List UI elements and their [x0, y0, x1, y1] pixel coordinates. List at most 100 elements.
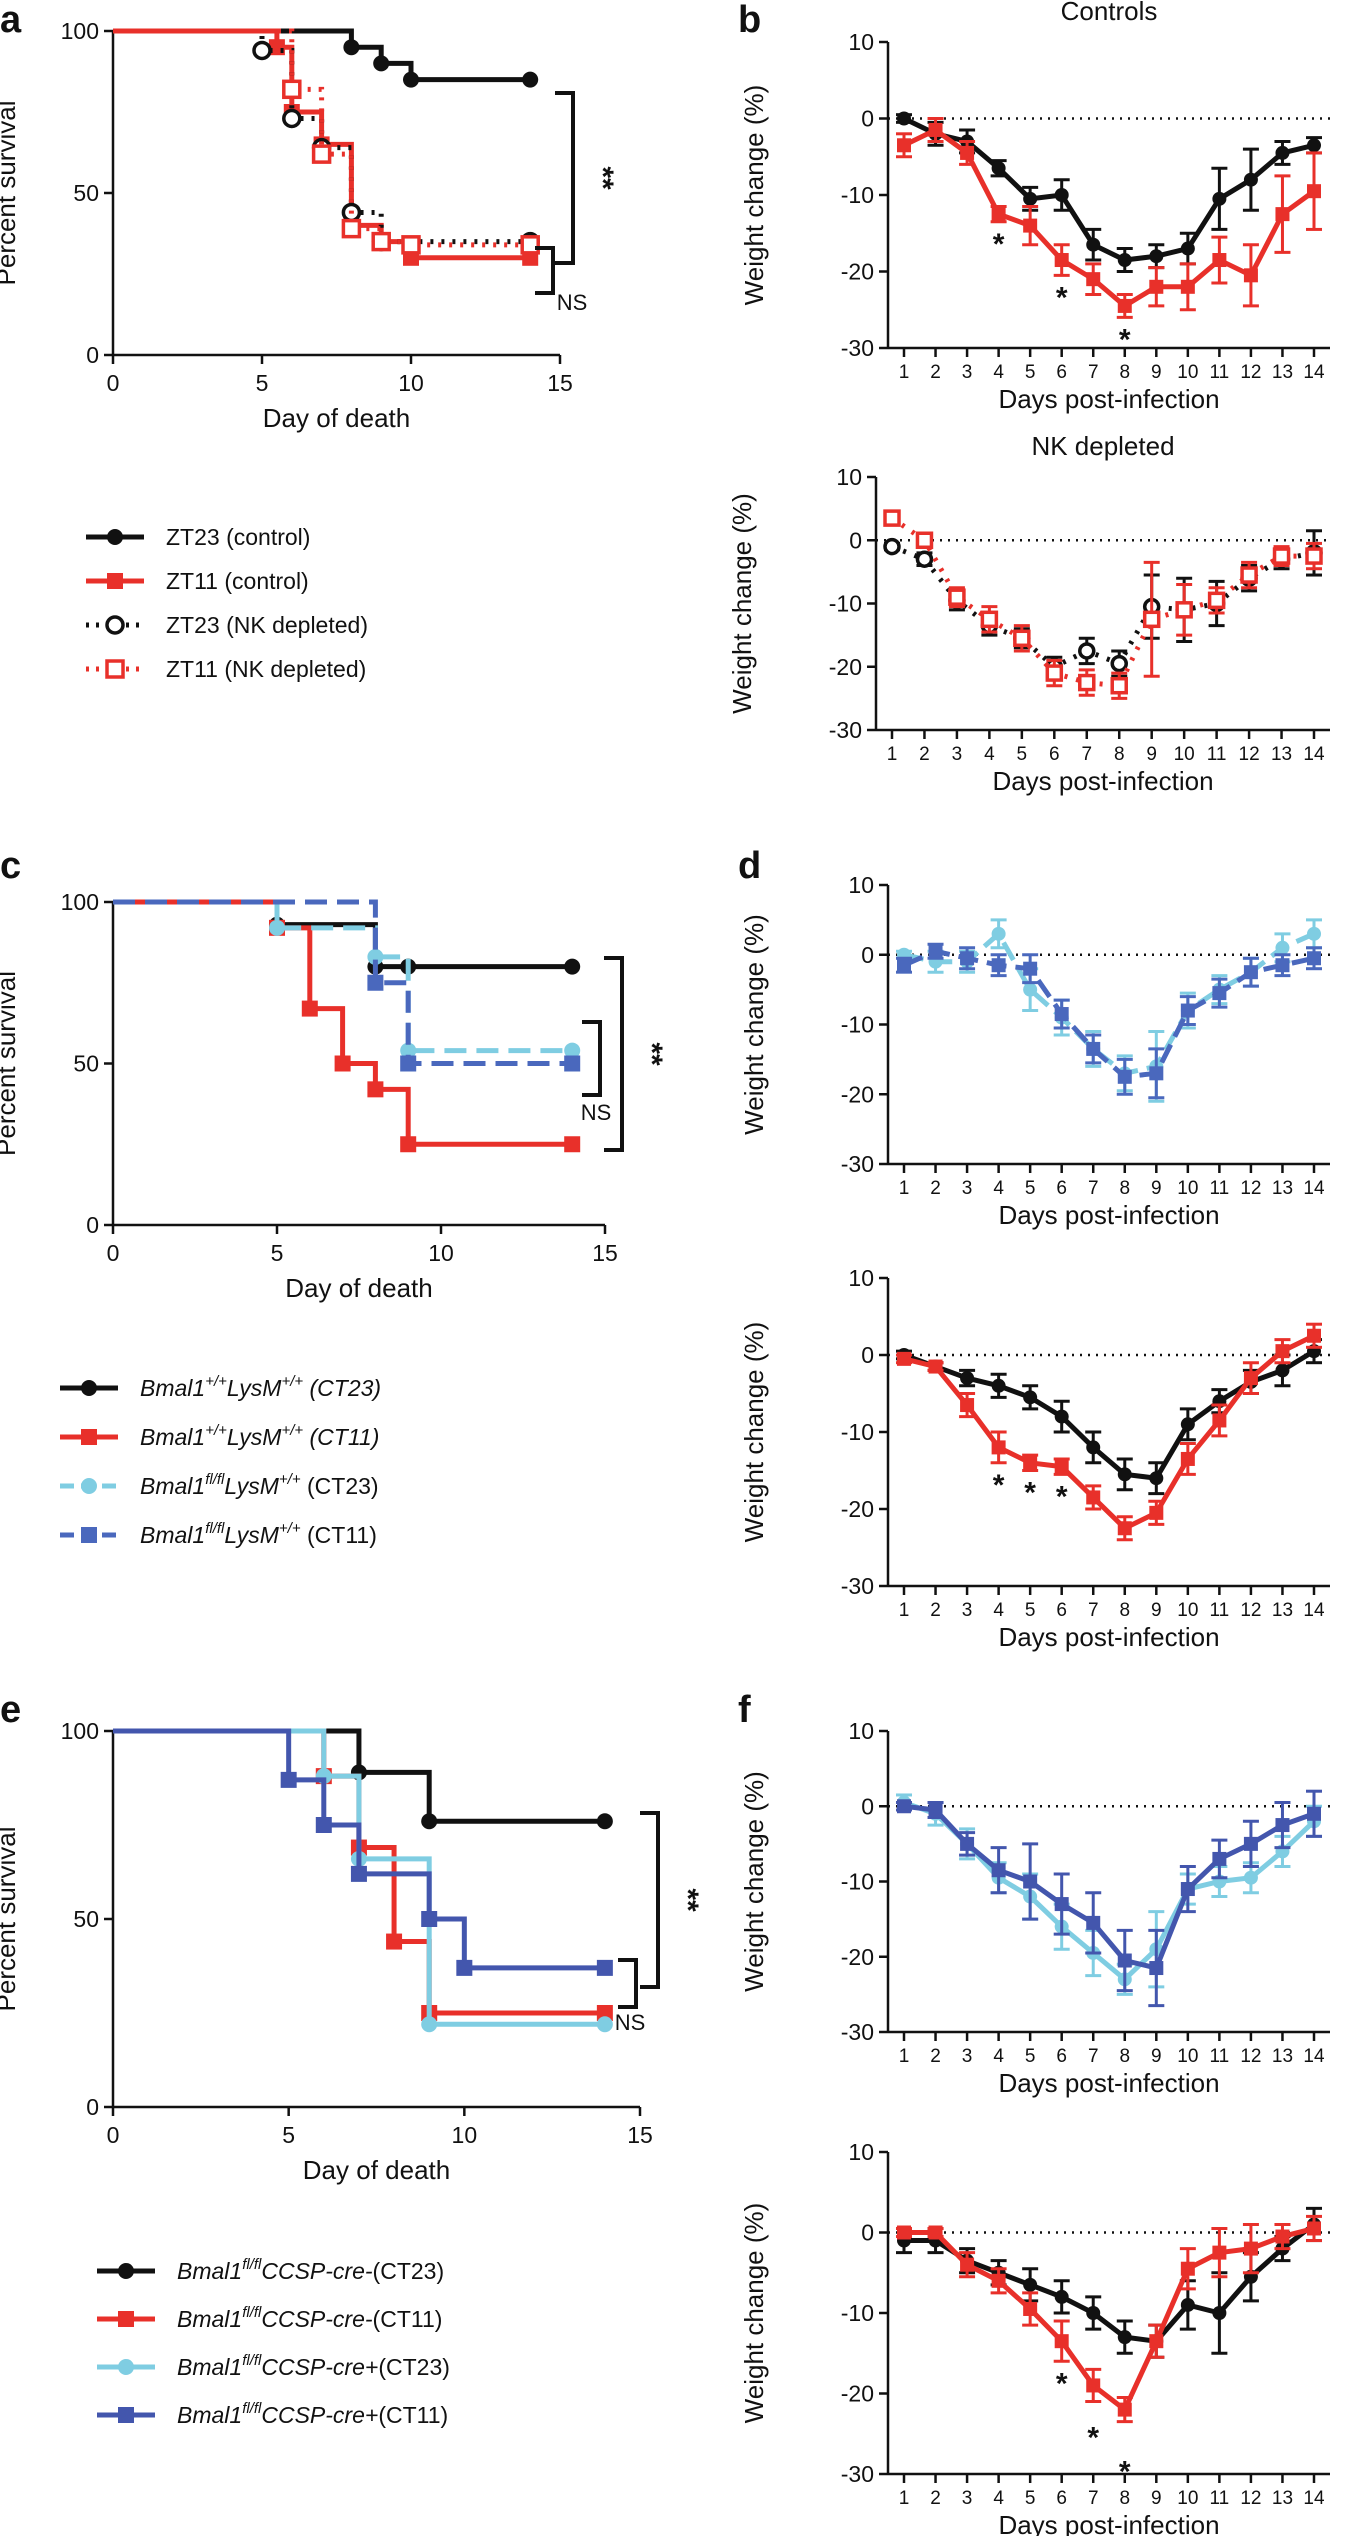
x-tick-label: 3	[962, 362, 973, 383]
data-point	[350, 1865, 367, 1882]
data-point	[1180, 241, 1195, 256]
x-axis-title: Days post-infection	[998, 2068, 1219, 2098]
x-tick-label: 14	[1303, 744, 1325, 765]
data-point	[596, 2005, 613, 2021]
y-tick-label: -20	[841, 1944, 874, 1970]
x-tick-label: 6	[1056, 362, 1067, 383]
x-tick-label: 11	[1210, 2488, 1230, 2509]
x-tick-label: 11	[1210, 362, 1230, 383]
series-line	[903, 1333, 1316, 1532]
legend-item: ZT11 (NK depleted)	[86, 656, 366, 682]
data-point	[1180, 1451, 1195, 1466]
data-point	[596, 2016, 613, 2033]
y-axis-title: Weight change (%)	[739, 1771, 769, 1992]
x-tick-label: 13	[1272, 2488, 1293, 2509]
legend-item: Bmal1fl/flCCSP-cre+(CT11)	[97, 2400, 448, 2428]
data-point	[343, 39, 360, 56]
bracket-double-star	[555, 91, 575, 265]
data-point	[1243, 1371, 1258, 1386]
legend-item: Bmal1fl/flCCSP-cre+(CT23)	[97, 2352, 450, 2380]
y-tick-label: 0	[861, 1793, 874, 1819]
bracket-double-star	[640, 1811, 660, 1989]
data-point	[1149, 1471, 1164, 1486]
legend-a: ZT23 (control) ZT11 (control) ZT23 (NK dep…	[86, 524, 368, 682]
data-point	[1275, 207, 1290, 222]
data-point	[1023, 1874, 1038, 1889]
y-tick-label: -10	[841, 182, 874, 208]
series-3	[113, 28, 540, 252]
x-tick-label: 10	[1174, 744, 1195, 765]
y-tick-label: -20	[841, 1496, 874, 1522]
survival-step-line	[113, 899, 573, 970]
data-point	[1307, 951, 1321, 966]
series-3	[113, 899, 581, 1059]
significance-star: *	[1056, 281, 1068, 314]
x-tick-label: 13	[1271, 744, 1292, 765]
data-point	[1023, 191, 1038, 206]
data-point	[421, 1911, 438, 1927]
x-tick-label: 13	[1272, 2046, 1293, 2067]
y-tick-label: -30	[841, 335, 874, 361]
significance-brackets-c: ** NS	[581, 956, 668, 1152]
x-tick-label: 5	[1017, 744, 1028, 765]
data-point	[1212, 986, 1227, 1001]
data-point	[520, 235, 540, 255]
bracket-double-star	[604, 956, 624, 1152]
x-tick-label: 0	[107, 2122, 120, 2148]
x-tick-label: 3	[962, 2488, 973, 2509]
legend-label: ZT23 (NK depleted)	[166, 612, 368, 638]
x-tick-label: 7	[1088, 1600, 1099, 1621]
y-tick-label: -30	[841, 2461, 874, 2487]
x-tick-label: 0	[107, 1240, 120, 1266]
data-point	[1243, 1836, 1258, 1851]
legend-swatch-marker	[118, 2407, 134, 2423]
legend-swatch-marker	[107, 529, 123, 545]
legend-swatch-marker	[118, 2263, 134, 2279]
x-axis-title: Day of death	[303, 2155, 450, 2185]
x-tick-label: 10	[1177, 362, 1198, 383]
y-axis-title: Percent survival	[0, 1827, 21, 2012]
x-tick-label: 8	[1119, 2046, 1130, 2067]
x-tick-label: 9	[1151, 362, 1162, 383]
x-tick-label: 8	[1114, 744, 1125, 765]
data-point	[991, 1440, 1006, 1455]
data-point	[960, 1398, 975, 1413]
significance-star: *	[1119, 2456, 1131, 2489]
x-tick-label: 6	[1056, 1600, 1067, 1621]
legend-label: Bmal1fl/flCCSP-cre-(CT23)	[177, 2256, 444, 2284]
panel-e: 0 50 100 0 5 10 15 Day of death Percent survival	[0, 1718, 653, 2185]
data-point	[1149, 249, 1164, 264]
data-point	[1117, 1467, 1132, 1482]
data-point	[1149, 1505, 1164, 1520]
data-point	[960, 145, 975, 160]
x-tick-label: 3	[962, 1600, 973, 1621]
legend-swatch-marker	[107, 573, 123, 589]
data-point	[1045, 664, 1064, 682]
panel-letter-a: a	[0, 0, 22, 41]
x-tick-label: 15	[592, 1240, 618, 1266]
data-point	[1078, 673, 1096, 692]
legend-label: Bmal1+/+LysM+/+ (CT23)	[140, 1373, 381, 1401]
x-tick-label: 11	[1210, 2046, 1230, 2067]
data-point	[1307, 1806, 1321, 1821]
data-point	[564, 1055, 581, 1072]
series-4	[113, 1728, 613, 1976]
data-point	[1054, 2289, 1069, 2304]
legend-item: Bmal1fl/flLysM+/+ (CT11)	[60, 1520, 377, 1548]
x-tick-label: 3	[962, 2046, 973, 2067]
data-point	[1149, 1066, 1164, 1081]
x-tick-label: 14	[1303, 2046, 1325, 2067]
data-point	[883, 509, 901, 527]
data-point	[1086, 1440, 1101, 1455]
panel-a: 0 50 100 0 5 10 15 Day of death Percent survival	[0, 18, 573, 433]
x-tick-label: 5	[1025, 2046, 1036, 2067]
data-point	[1180, 2261, 1195, 2276]
data-point	[1054, 188, 1069, 202]
x-tick-label: 2	[930, 1178, 941, 1199]
x-axis-title: Days post-infection	[998, 2510, 1219, 2536]
legend-item: Bmal1fl/flCCSP-cre-(CT23)	[97, 2256, 444, 2284]
panel-c: 0 50 100 0 5 10 15 Day of death Percent survival	[0, 889, 618, 1303]
data-point	[1307, 926, 1321, 941]
data-point	[915, 531, 934, 549]
